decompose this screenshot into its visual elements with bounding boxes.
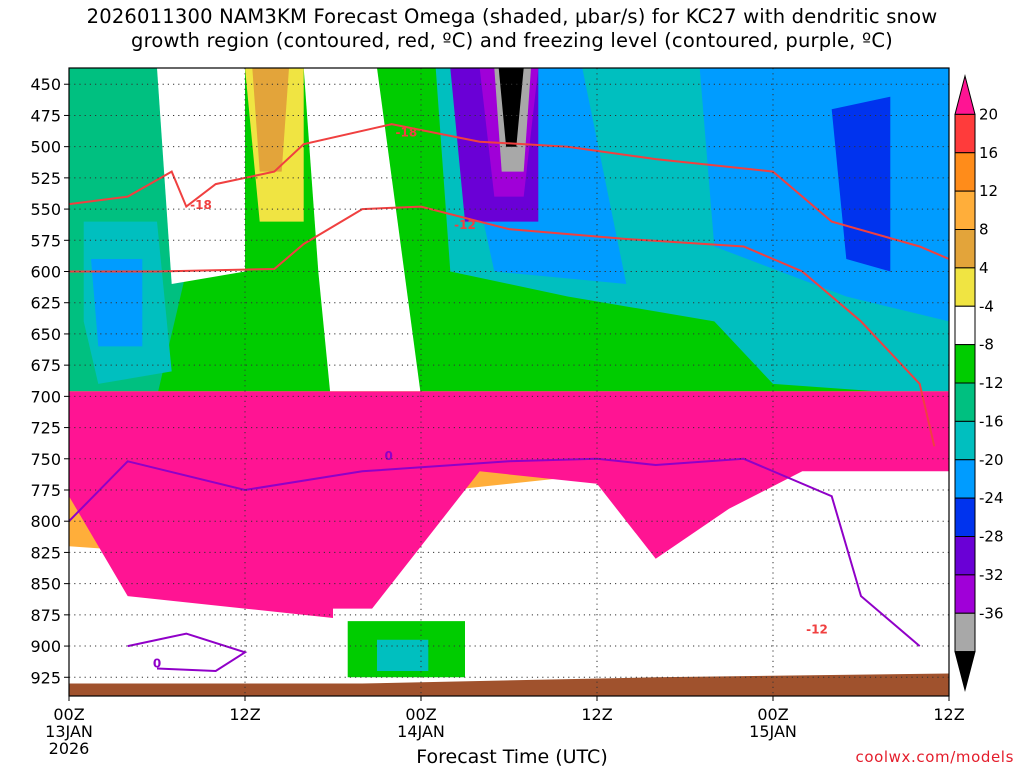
dgz-contour-label: -12	[454, 218, 476, 232]
y-tick-label: 450	[30, 75, 61, 94]
chart-title-line1: 2026011300 NAM3KM Forecast Omega (shaded…	[86, 5, 938, 28]
colorbar-label: -36	[979, 604, 1004, 622]
y-tick-label: 800	[30, 512, 61, 531]
x-axis-label: Forecast Time (UTC)	[416, 746, 608, 768]
field-orange-a	[252, 68, 289, 172]
colorbar-top-arrow	[954, 74, 976, 115]
y-tick-label: 650	[30, 325, 61, 344]
colorbar-swatch	[954, 382, 976, 422]
field-darkblue-right	[831, 96, 891, 272]
x-tick-label: 00Z	[53, 705, 84, 724]
colorbar-swatch	[954, 305, 976, 346]
y-tick-label: 575	[30, 231, 61, 250]
x-tick-label: 12Z	[229, 705, 260, 724]
colorbar-swatch	[954, 574, 976, 614]
colorbar-swatch	[954, 612, 976, 653]
colorbar-label: -16	[979, 412, 1004, 430]
y-tick-label: 850	[30, 575, 61, 594]
dgz-contour-label: -18	[190, 198, 212, 212]
x-tick-label: 00Z	[405, 705, 436, 724]
colorbar-swatch	[954, 190, 976, 230]
freezing-contour-label: 0	[385, 449, 393, 463]
y-tick-label: 925	[30, 668, 61, 687]
field-pink-lower	[69, 391, 949, 622]
y-tick-label: 875	[30, 606, 61, 625]
y-tick-label: 775	[30, 481, 61, 500]
colorbar-swatch	[954, 267, 976, 307]
y-tick-label: 750	[30, 450, 61, 469]
field-black-a	[498, 68, 524, 147]
x-tick-label: 12Z	[581, 705, 612, 724]
colorbar-swatch	[954, 497, 976, 537]
y-tick-label: 550	[30, 200, 61, 219]
y-tick-label: 900	[30, 637, 61, 656]
colorbar-swatch	[954, 459, 976, 499]
field-ground	[69, 673, 949, 696]
colorbar-label: 12	[979, 182, 998, 200]
colorbar-swatch	[954, 420, 976, 461]
field-white-a	[157, 68, 245, 284]
y-tick-label: 525	[30, 169, 61, 188]
x-tick-label: 00Z	[757, 705, 788, 724]
colorbar-swatch	[954, 152, 976, 192]
freezing-contour-label: 0	[153, 656, 161, 670]
x-tick-date: 13JAN	[45, 722, 93, 741]
contour-dgz-minus18	[69, 123, 949, 260]
x-tick-date: 15JAN	[749, 722, 797, 741]
y-tick-label: 475	[30, 106, 61, 125]
y-tick-label: 625	[30, 294, 61, 313]
y-tick-label: 825	[30, 543, 61, 562]
grid-lines	[69, 68, 949, 696]
field-cyan-bump	[377, 639, 429, 671]
colorbar-swatch	[954, 113, 976, 154]
colorbar-swatch	[954, 344, 976, 384]
omega-field	[69, 68, 949, 696]
x-tick-label: 12Z	[933, 705, 964, 724]
contour-dgz-minus12	[69, 205, 936, 447]
y-axis: 450 475 500 525 550 575 600 625 650 675 700 725 750 7…	[30, 75, 69, 687]
y-tick-label: 675	[30, 356, 61, 375]
chart-title-line2: growth region (contoured, red, ºC) and f…	[131, 29, 893, 52]
colorbar-swatch	[954, 229, 976, 269]
colorbar-label: -12	[979, 374, 1004, 392]
dgz-contour-label: -18	[395, 126, 417, 140]
field-white-b	[303, 68, 421, 422]
colorbar-label: 8	[979, 221, 989, 239]
colorbar-label: 16	[979, 144, 998, 162]
colorbar-label: -32	[979, 566, 1004, 584]
x-tick-year: 2026	[49, 739, 90, 758]
colorbar: 20 16 12 8 4 -4 -8 -12 -16 -20 -24 -28 -32 -36	[954, 74, 1004, 692]
colorbar-bottom-arrow	[954, 651, 976, 692]
y-tick-label: 600	[30, 263, 61, 282]
colorbar-label: 20	[979, 105, 998, 123]
colorbar-label: -4	[979, 297, 994, 315]
contour-freezing-0-low	[127, 632, 248, 673]
colorbar-label: 4	[979, 259, 989, 277]
colorbar-label: -20	[979, 451, 1004, 469]
credit-text: coolwx.com/models	[855, 748, 1014, 766]
colorbar-label: -8	[979, 336, 994, 354]
colorbar-label: -28	[979, 528, 1004, 546]
y-tick-label: 500	[30, 138, 61, 157]
x-tick-date: 14JAN	[397, 722, 445, 741]
colorbar-swatch	[954, 536, 976, 576]
y-tick-label: 700	[30, 387, 61, 406]
dgz-contour-label: -12	[806, 623, 828, 637]
colorbar-label: -24	[979, 489, 1004, 507]
y-tick-label: 725	[30, 419, 61, 438]
plot-frame	[68, 67, 950, 697]
